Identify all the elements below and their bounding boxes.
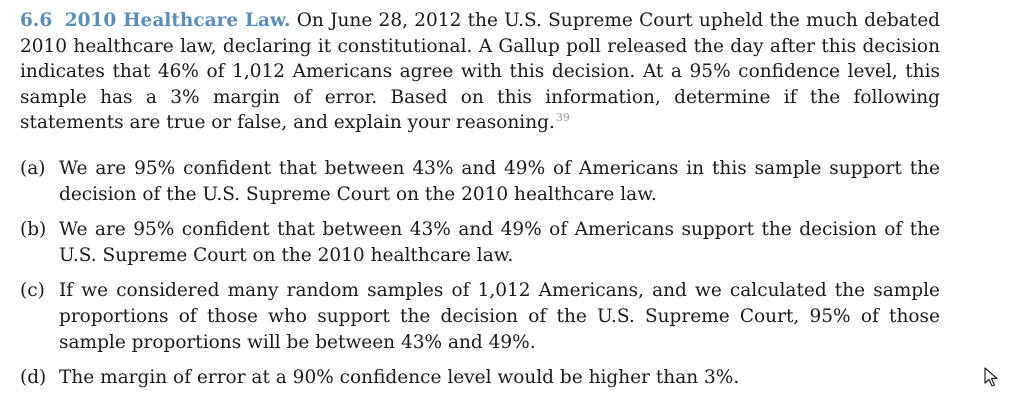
exercise-document: 6.6 2010 Healthcare Law. On June 28, 201…: [20, 8, 940, 401]
part-label: (c): [20, 280, 45, 302]
part-text: We are 95% confident that between 43% an…: [59, 157, 940, 205]
parts-list: (a) We are 95% confident that between 43…: [20, 156, 940, 391]
part-c: (c) If we considered many random samples…: [20, 278, 940, 355]
problem-number: 6.6: [20, 10, 53, 31]
part-label: (a): [20, 157, 46, 179]
part-text: We are 95% confident that between 43% an…: [59, 219, 940, 266]
part-d: (d) The margin of error at a 90% confide…: [20, 365, 940, 391]
problem-body: On June 28, 2012 the U.S. Supreme Court …: [20, 10, 941, 134]
part-label: (d): [20, 367, 47, 389]
part-text: The margin of error at a 90% confidence …: [59, 367, 740, 389]
part-text: If we considered many random samples of …: [59, 280, 940, 353]
problem-title: 2010 Healthcare Law.: [64, 10, 291, 31]
mouse-pointer-icon: [984, 367, 1000, 387]
part-b: (b) We are 95% confident that between 43…: [20, 217, 940, 268]
footnote-reference[interactable]: 39: [555, 111, 570, 125]
part-label: (b): [20, 219, 47, 241]
part-a: (a) We are 95% confident that between 43…: [20, 156, 940, 207]
problem-statement: 6.6 2010 Healthcare Law. On June 28, 201…: [20, 8, 940, 136]
